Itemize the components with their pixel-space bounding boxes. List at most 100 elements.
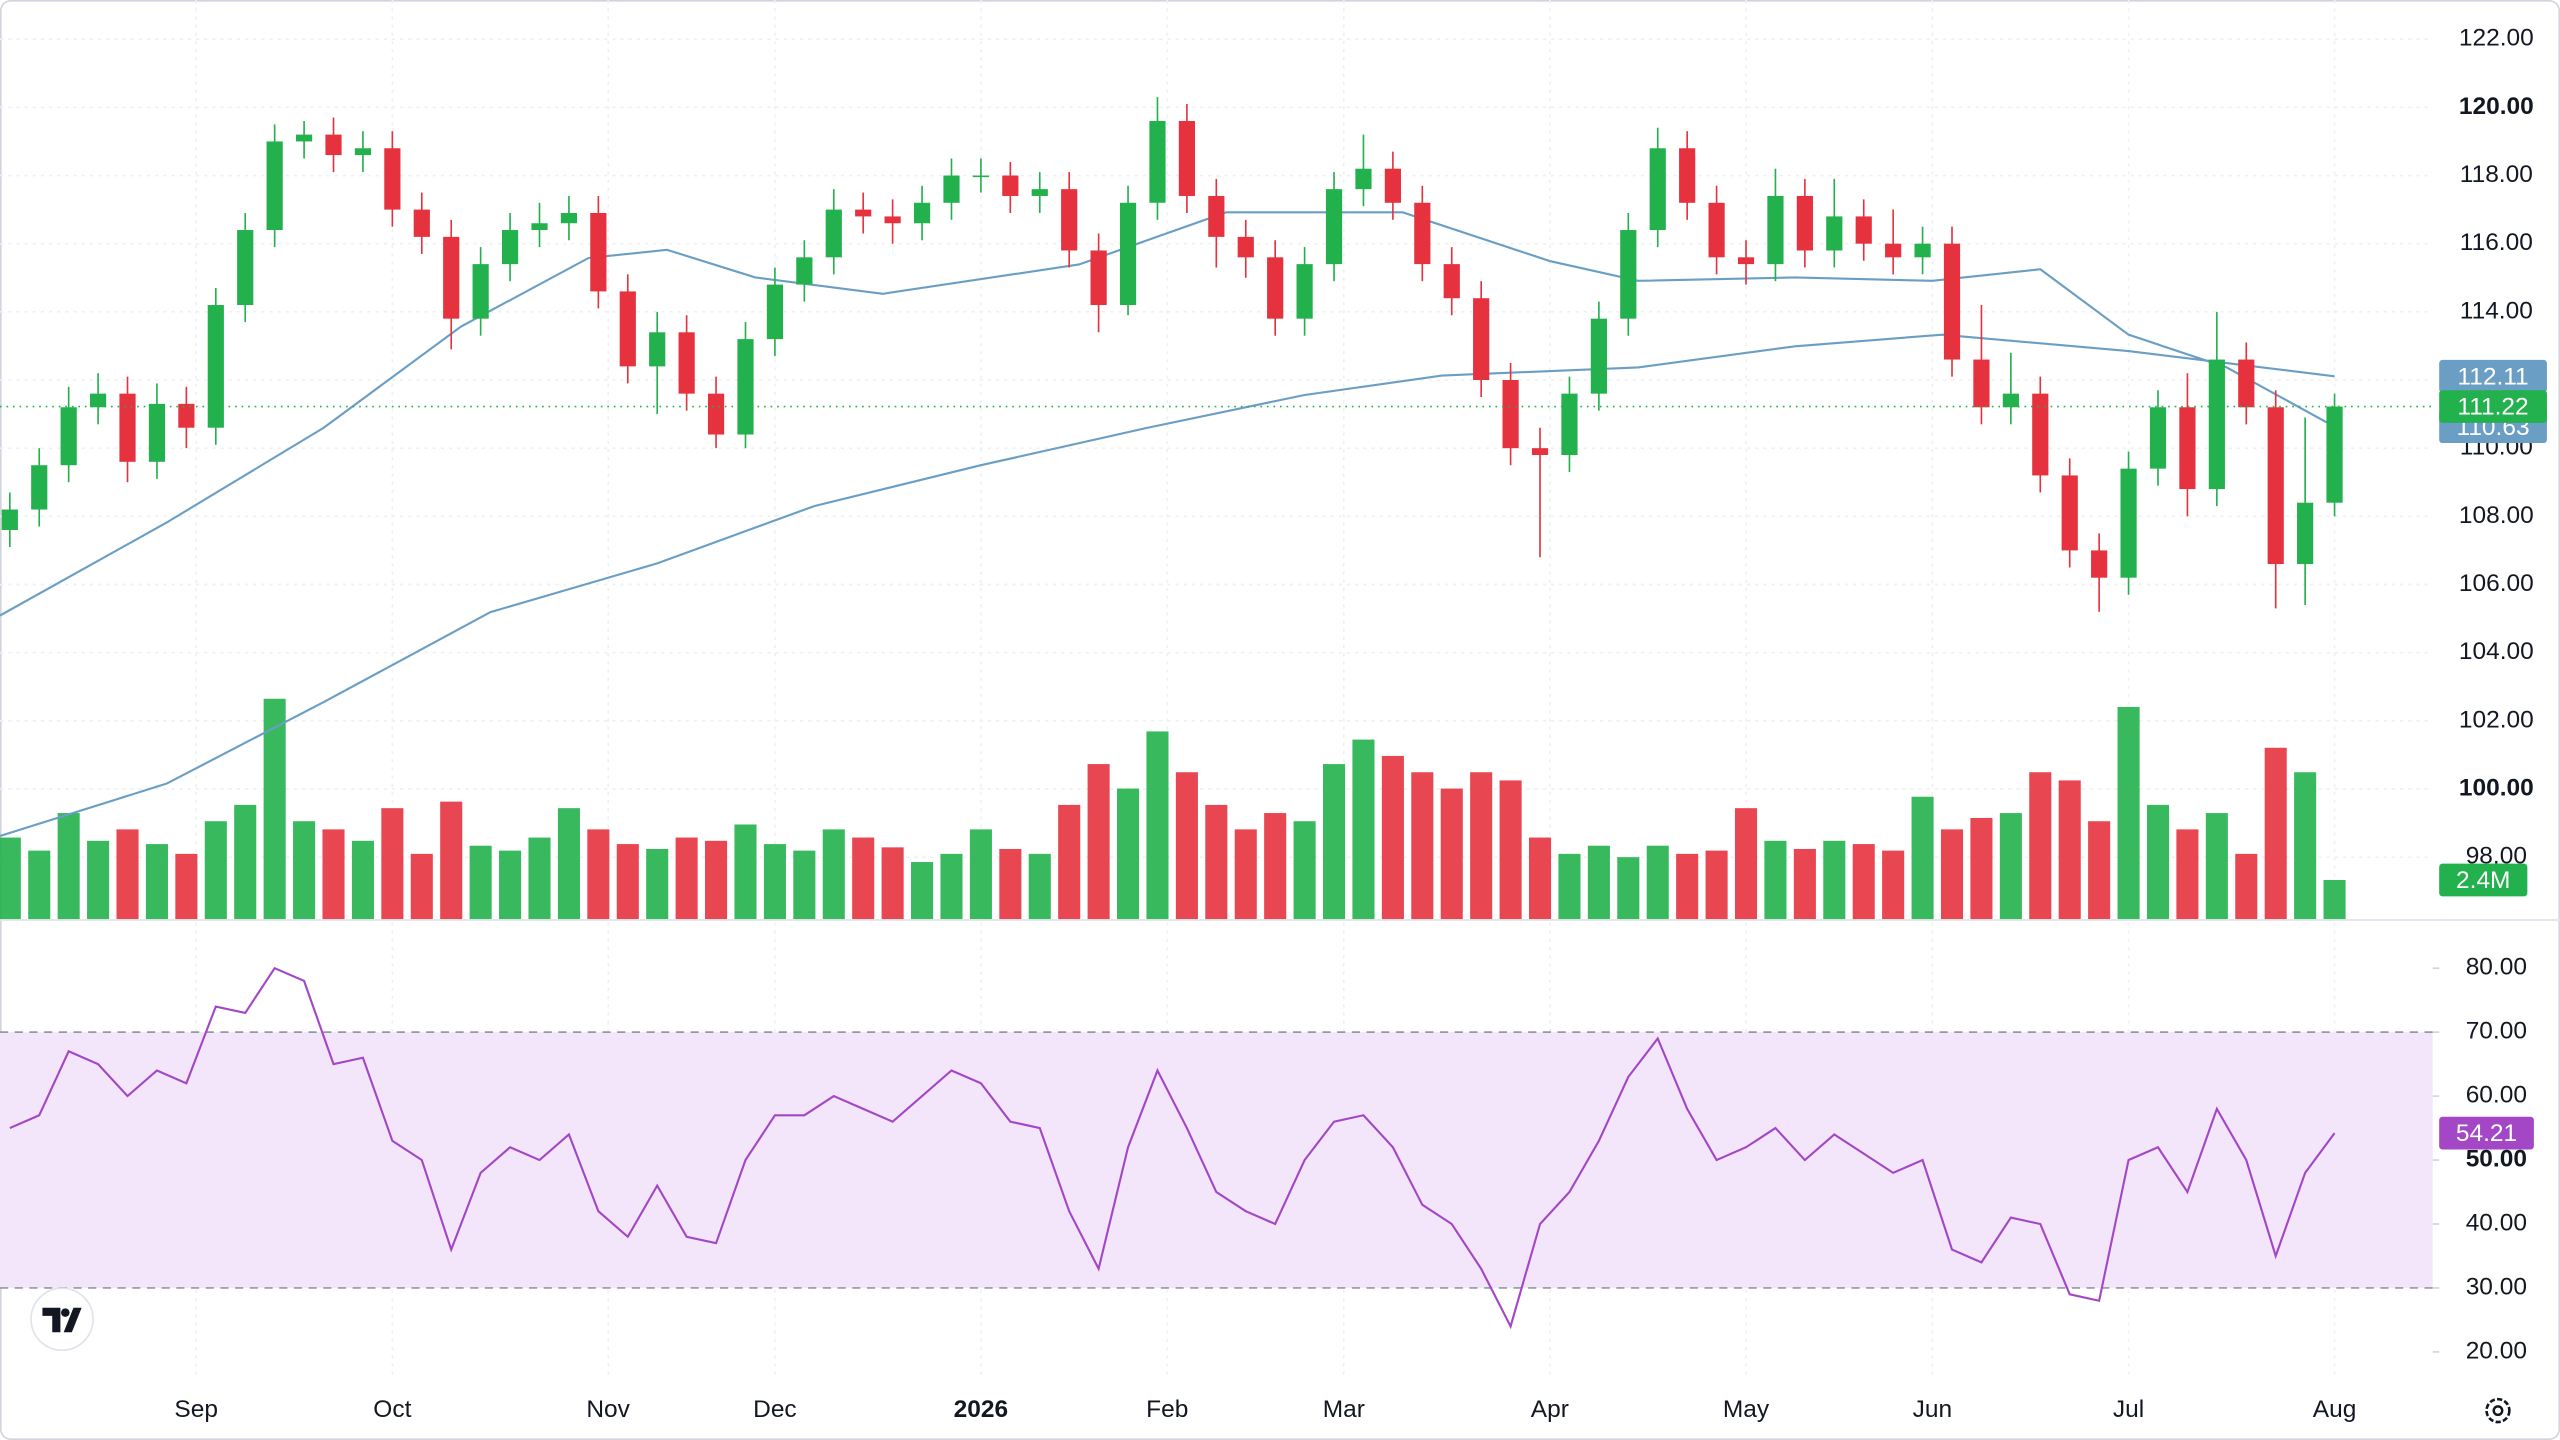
rsi-tick-label: 50.00 xyxy=(2466,1146,2527,1173)
volume-bar xyxy=(1882,850,1905,920)
badge-box xyxy=(2439,1116,2534,1150)
rsi-tick-label: 30.00 xyxy=(2466,1273,2527,1300)
volume-bar xyxy=(999,848,1022,920)
volume-bar xyxy=(1381,755,1404,920)
y-tick-label: 120.00 xyxy=(2459,93,2534,120)
candle-body xyxy=(1826,216,1843,251)
candle-body xyxy=(207,305,224,428)
volume-bar xyxy=(2235,853,2258,920)
volume-bar xyxy=(293,821,316,920)
moving-averages xyxy=(0,211,2336,838)
rsi-tick-label: 70.00 xyxy=(2466,1018,2527,1045)
candles xyxy=(0,97,2433,612)
volume-bar xyxy=(351,840,374,920)
volume-bar xyxy=(1058,804,1081,920)
candle-body xyxy=(1178,120,1195,196)
candle-body xyxy=(678,332,695,394)
candle-body xyxy=(737,339,754,435)
candle-body xyxy=(237,230,254,306)
candle-body xyxy=(2061,475,2078,551)
y-tick-label: 116.00 xyxy=(2460,229,2533,256)
candle-body xyxy=(1090,250,1107,306)
candle-body xyxy=(443,236,460,319)
settings-button[interactable] xyxy=(2485,1397,2511,1424)
candle-body xyxy=(413,209,430,237)
y-tick-label: 106.00 xyxy=(2459,570,2534,597)
volume-bar xyxy=(1205,804,1228,920)
volume-bar xyxy=(705,840,728,920)
volume-bar xyxy=(1499,780,1522,920)
candle-body xyxy=(2032,393,2049,476)
candle-body xyxy=(1590,318,1607,394)
candle-body xyxy=(972,175,990,178)
candle-body xyxy=(2297,502,2314,565)
rsi-pane xyxy=(9,966,2336,1330)
candle-body xyxy=(2238,359,2255,408)
volume-bar xyxy=(116,829,139,920)
candle-body xyxy=(1296,264,1313,319)
volume-bar xyxy=(1470,772,1493,920)
volume-bar xyxy=(1264,813,1287,920)
volume-bar xyxy=(1411,772,1434,920)
candle-body xyxy=(31,465,48,510)
candle-body xyxy=(2120,468,2137,578)
candle-body xyxy=(707,393,725,435)
volume-bar xyxy=(1646,845,1669,920)
volume-bar xyxy=(1940,829,1964,920)
candle-body xyxy=(1767,195,1784,265)
volume-bar xyxy=(1558,853,1581,920)
volume-bar xyxy=(1293,821,1316,920)
grid xyxy=(0,0,2433,1380)
candle-body xyxy=(2267,407,2284,565)
volume-bar xyxy=(2294,772,2317,920)
candle-body xyxy=(1973,359,1990,408)
volume-bar xyxy=(587,829,610,920)
volume-bar xyxy=(1911,796,1934,920)
candle-body xyxy=(2091,550,2108,578)
y-tick-label: 102.00 xyxy=(2459,706,2534,733)
volume-bar xyxy=(499,850,522,920)
candle-body xyxy=(884,216,901,224)
volume-bar xyxy=(1117,788,1140,920)
candle-body xyxy=(1119,202,1137,306)
candle-body xyxy=(1414,202,1431,265)
badge-box xyxy=(2439,390,2547,423)
candle-body xyxy=(1561,393,1578,455)
volume-bar xyxy=(1175,772,1198,920)
volume-bar xyxy=(1970,817,1993,920)
candle-body xyxy=(531,223,548,231)
candle-body xyxy=(178,403,195,428)
candle-body xyxy=(1237,236,1254,258)
moving-average-line xyxy=(0,333,2335,838)
volume-bar xyxy=(734,824,757,920)
candle-body xyxy=(913,202,931,224)
y-tick-label: 122.00 xyxy=(2459,25,2534,52)
x-tick-label: Dec xyxy=(753,1396,797,1423)
rsi-background xyxy=(0,967,2440,1353)
candle-body xyxy=(1267,257,1284,319)
price-badge: 112.11 xyxy=(2439,359,2547,393)
volume-bar xyxy=(2146,804,2170,920)
candle-body xyxy=(1149,120,1166,203)
logo[interactable] xyxy=(30,1287,94,1352)
volume-bar xyxy=(852,837,875,920)
volume-bar xyxy=(940,853,963,920)
volume-bar xyxy=(410,853,433,920)
volume-bar xyxy=(234,804,257,920)
badge-label: 54.21 xyxy=(2456,1120,2517,1147)
volume-bar xyxy=(881,847,904,920)
rsi-tick-label: 20.00 xyxy=(2466,1337,2527,1364)
volume-bar xyxy=(381,808,404,920)
x-tick-label: Nov xyxy=(586,1396,630,1423)
gear-inner xyxy=(2492,1405,2504,1417)
x-tick-label: Sep xyxy=(174,1396,218,1423)
volume-bar xyxy=(646,848,669,920)
volume-bar xyxy=(911,862,934,920)
volume-bar xyxy=(822,829,845,920)
volume-bar xyxy=(1999,813,2022,920)
candle-body xyxy=(1325,189,1343,265)
y-tick-label: 118.00 xyxy=(2460,161,2533,188)
candle-body xyxy=(1679,148,1696,203)
candle-body xyxy=(766,284,784,340)
